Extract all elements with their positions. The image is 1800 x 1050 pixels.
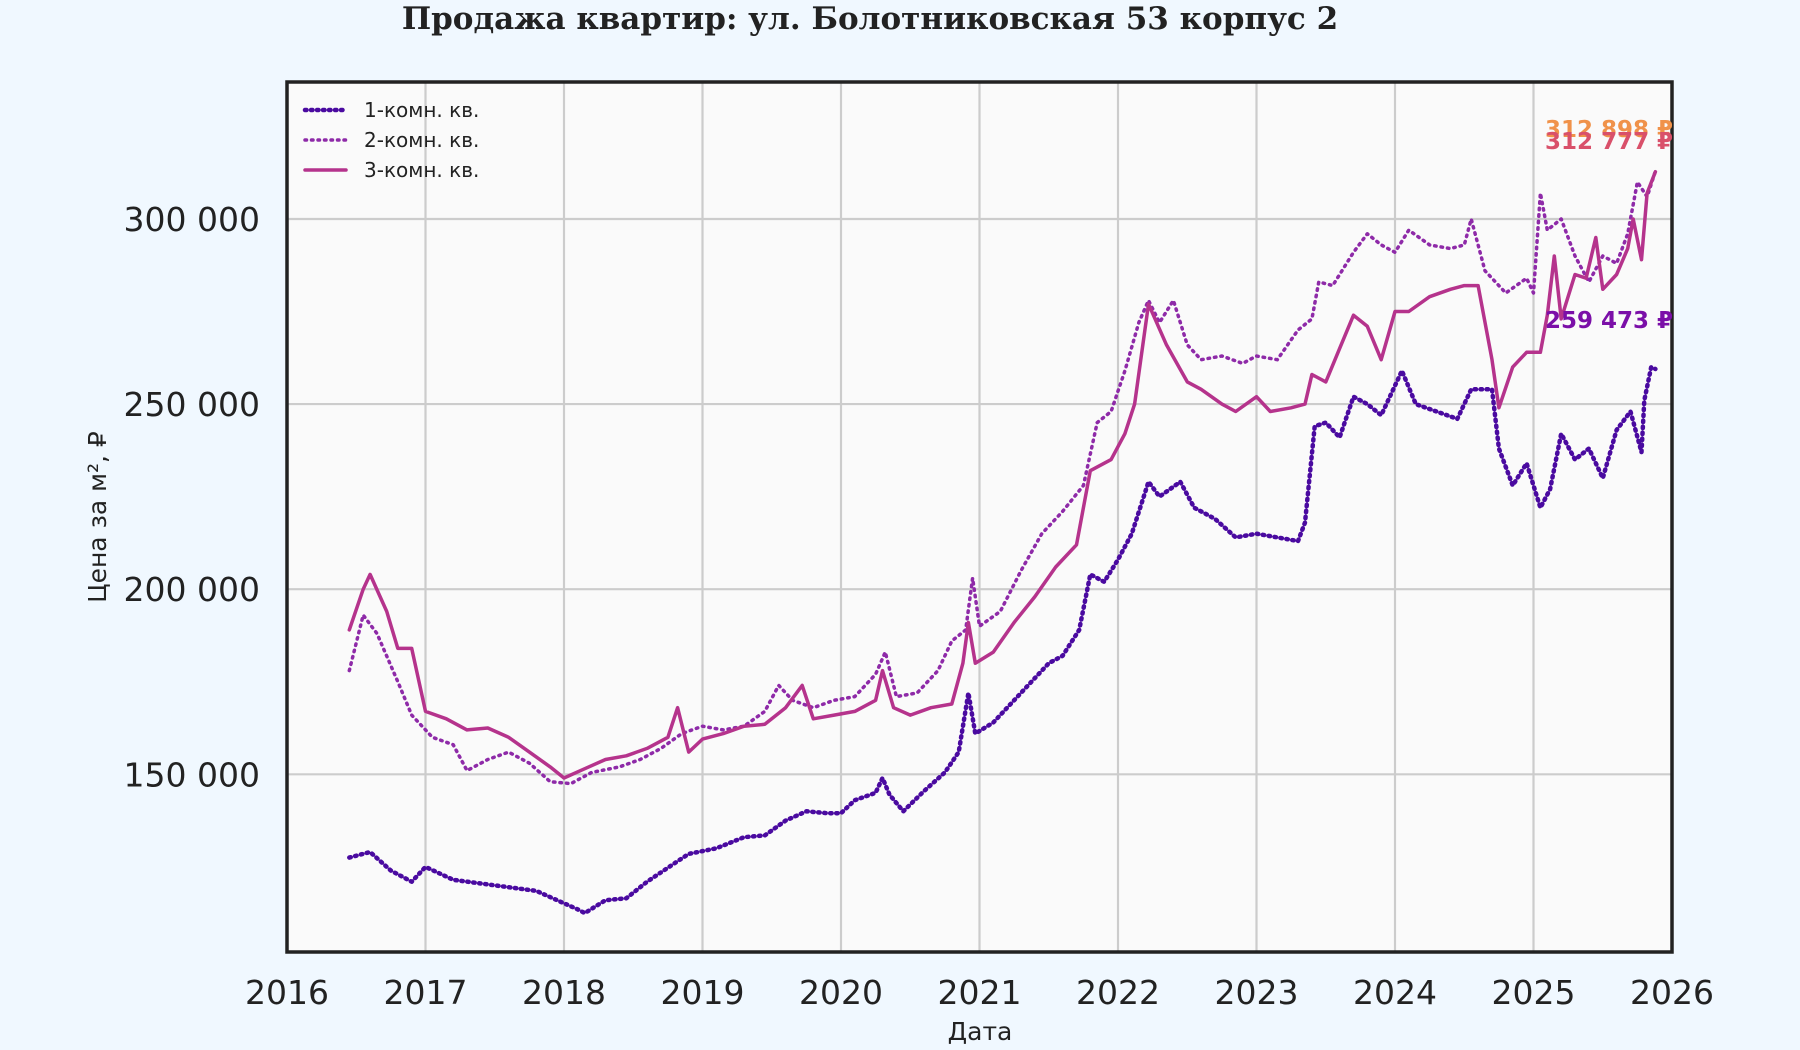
legend-label: 2-комн. кв. (364, 128, 479, 152)
y-axis-label: Цена за м², ₽ (83, 431, 112, 603)
x-tick-label: 2017 (384, 973, 468, 1012)
y-tick-label: 200 000 (124, 570, 260, 609)
x-tick-label: 2026 (1630, 973, 1714, 1012)
series-line-3 (347, 169, 1658, 780)
y-tick-label: 300 000 (124, 200, 260, 239)
x-tick-label: 2016 (245, 973, 329, 1012)
series-line-1 (347, 364, 1658, 916)
chart-title: Продажа квартир: ул. Болотниковская 53 к… (402, 1, 1338, 37)
grid-lines (287, 82, 1672, 952)
x-axis-label: Дата (948, 1017, 1013, 1046)
plot-frame (285, 80, 1674, 954)
x-tick-label: 2025 (1492, 973, 1576, 1012)
x-tick-label: 2020 (799, 973, 883, 1012)
x-tick-label: 2024 (1353, 973, 1437, 1012)
x-tick-labels: 2016 2017 2018 2019 2020 2021 2022 2023 2024 2025… (245, 973, 1714, 1012)
end-value-label: 312 777 ₽ (1545, 129, 1673, 155)
series-line-2 (347, 169, 1658, 786)
legend-label: 1-комн. кв. (364, 98, 479, 122)
legend-label: 3-комн. кв. (364, 158, 479, 182)
y-tick-label: 250 000 (124, 385, 260, 424)
series-lines (347, 169, 1658, 916)
x-tick-label: 2021 (938, 973, 1022, 1012)
y-tick-label: 150 000 (124, 755, 260, 794)
x-tick-label: 2018 (522, 973, 606, 1012)
end-value-labels: 259 473 ₽ 312 898 ₽312 777 ₽ (1545, 117, 1673, 334)
x-tick-label: 2023 (1215, 973, 1299, 1012)
y-tick-labels: 150 000 200 000 250 000 300 000 (124, 200, 260, 794)
end-value-label: 259 473 ₽ (1545, 308, 1673, 334)
x-tick-label: 2022 (1076, 973, 1160, 1012)
end-value-label: 312 898 ₽ (1545, 117, 1673, 143)
legend: 1-комн. кв. 2-комн. кв. 3-комн. кв. (302, 98, 479, 182)
x-tick-label: 2019 (661, 973, 745, 1012)
